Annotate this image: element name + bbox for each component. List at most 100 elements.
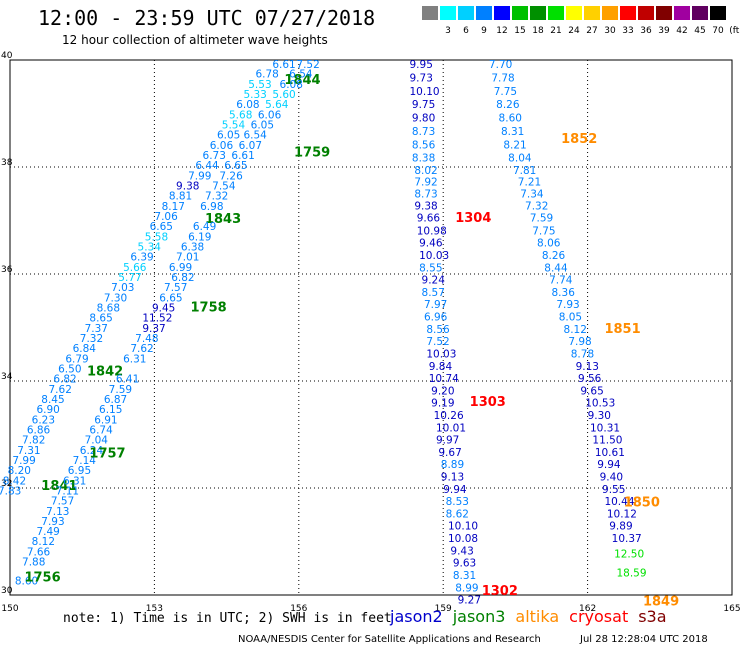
wave-height-value: 7.49 [36, 526, 59, 538]
wave-height-value: 7.93 [41, 516, 64, 528]
latitude-tick-label: 32 [1, 479, 12, 489]
wave-height-value: 10.10 [448, 521, 478, 533]
wave-height-value: 7.34 [520, 188, 544, 200]
wave-height-value: 5.54 [222, 119, 246, 131]
legend-label: 39 [658, 26, 670, 36]
longitude-tick-label: 162 [579, 604, 596, 614]
wave-height-value: 9.19 [431, 398, 454, 410]
wave-height-value: 7.06 [154, 211, 178, 223]
legend-swatch [692, 6, 708, 20]
footer-note: note: 1) Time is in UTC; 2) SWH is in fe… [63, 611, 392, 626]
wave-height-value: 6.61 [231, 150, 254, 162]
pass-time-label: 1757 [89, 447, 125, 462]
wave-height-value: 7.57 [164, 282, 187, 294]
wave-height-value: 6.08 [280, 79, 303, 91]
wave-height-value: 8.56 [412, 139, 436, 151]
legend-label: 21 [550, 26, 562, 36]
wave-height-value: 5.34 [138, 241, 162, 253]
longitude-tick-label: 150 [1, 604, 18, 614]
wave-height-value: 8.44 [544, 262, 568, 274]
wave-height-value: 8.17 [162, 201, 185, 213]
wave-height-value: 9.45 [152, 302, 175, 314]
wave-height-value: 5.64 [265, 99, 289, 111]
wave-height-value: 9.30 [588, 410, 611, 422]
wave-height-value: 8.62 [446, 508, 469, 520]
wave-height-value: 7.32 [205, 191, 228, 203]
wave-height-value: 6.65 [150, 221, 173, 233]
legend-swatch [566, 6, 582, 20]
wave-height-value: 7.37 [85, 323, 108, 335]
wave-height-value: 6.61 [272, 59, 295, 71]
wave-height-value: 5.77 [118, 272, 141, 284]
legend-label: 12 [496, 26, 508, 36]
wave-height-value: 9.46 [419, 238, 443, 250]
wave-height-value: 9.38 [414, 200, 437, 212]
wave-height-value: 10.03 [426, 348, 456, 360]
credit-line: NOAA/NESDIS Center for Satellite Applica… [238, 634, 541, 645]
pass-time-label: 1841 [41, 479, 77, 494]
wave-height-value: 8.05 [559, 312, 582, 324]
wave-height-value: 8.26 [496, 99, 520, 111]
wave-height-value: 6.44 [195, 160, 219, 172]
wave-height-value: 7.66 [27, 546, 51, 558]
wave-height-value: 8.99 [455, 582, 478, 594]
wave-height-value: 10.53 [585, 398, 615, 410]
pass-time-label: 1302 [482, 584, 518, 599]
wave-height-value: 8.73 [412, 126, 435, 138]
wave-height-value: 9.75 [412, 99, 435, 111]
wave-height-value: 7.59 [530, 213, 553, 225]
legend-swatch [458, 6, 474, 20]
wave-height-value: 6.15 [99, 404, 122, 416]
generated-timestamp: Jul 28 12:28:04 UTC 2018 [580, 634, 708, 645]
legend-label: 42 [676, 26, 688, 36]
wave-height-value: 6.07 [239, 140, 262, 152]
satellite-label-jason3: jason3 [452, 607, 506, 626]
legend-label: 33 [622, 26, 634, 36]
wave-height-value: 7.98 [568, 336, 591, 348]
wave-height-value: 18.59 [616, 567, 646, 579]
wave-height-value: 6.05 [251, 119, 274, 131]
longitude-tick-label: 165 [723, 604, 740, 614]
wave-height-value: 6.31 [63, 475, 86, 487]
wave-height-value: 8.26 [542, 250, 566, 262]
wave-height-value: 5.60 [272, 89, 295, 101]
wave-height-value: 8.89 [441, 459, 464, 471]
wave-height-value: 8.65 [89, 313, 112, 325]
wave-height-value: 8.42 [3, 475, 26, 487]
wave-height-value: 9.20 [431, 385, 454, 397]
wave-height-value: 6.06 [210, 140, 234, 152]
latitude-tick-label: 30 [1, 586, 13, 596]
pass-time-label: 1842 [87, 365, 123, 380]
wave-height-value: 10.03 [419, 250, 449, 262]
wave-height-value: 7.75 [494, 86, 517, 98]
wave-height-value: 7.62 [49, 384, 72, 396]
wave-height-value: 8.73 [414, 188, 437, 200]
wave-height-value: 6.06 [258, 109, 282, 121]
wave-height-value: 7.52 [426, 336, 449, 348]
wave-height-value: 9.13 [441, 472, 464, 484]
wave-height-value: 5.58 [145, 231, 168, 243]
wave-height-value: 5.68 [229, 109, 252, 121]
pass-time-label: 1844 [284, 73, 320, 88]
legend-label: 6 [463, 26, 469, 36]
wave-height-value: 6.38 [181, 241, 204, 253]
wave-height-value: 6.73 [203, 150, 226, 162]
wave-height-value: 7.92 [414, 177, 437, 189]
legend-swatch [476, 6, 492, 20]
wave-height-value: 7.75 [532, 225, 555, 237]
wave-height-value: 8.38 [412, 153, 435, 165]
wave-height-value: 7.59 [109, 384, 132, 396]
wave-height-value: 6.91 [94, 414, 117, 426]
wave-height-value: 6.96 [424, 312, 448, 324]
wave-height-value: 5.53 [248, 79, 271, 91]
wave-height-value: 9.66 [417, 213, 441, 225]
wave-height-value: 9.38 [176, 180, 199, 192]
wave-height-value: 8.31 [501, 126, 524, 138]
satellite-label-jason2: jason2 [390, 607, 443, 626]
wave-height-value: 7.81 [513, 165, 536, 177]
pass-time-label: 1850 [624, 496, 660, 511]
longitude-tick-label: 153 [146, 604, 163, 614]
wave-height-value: 6.49 [193, 221, 216, 233]
legend-label: 24 [568, 26, 580, 36]
wave-height-value: 11.50 [592, 435, 622, 447]
